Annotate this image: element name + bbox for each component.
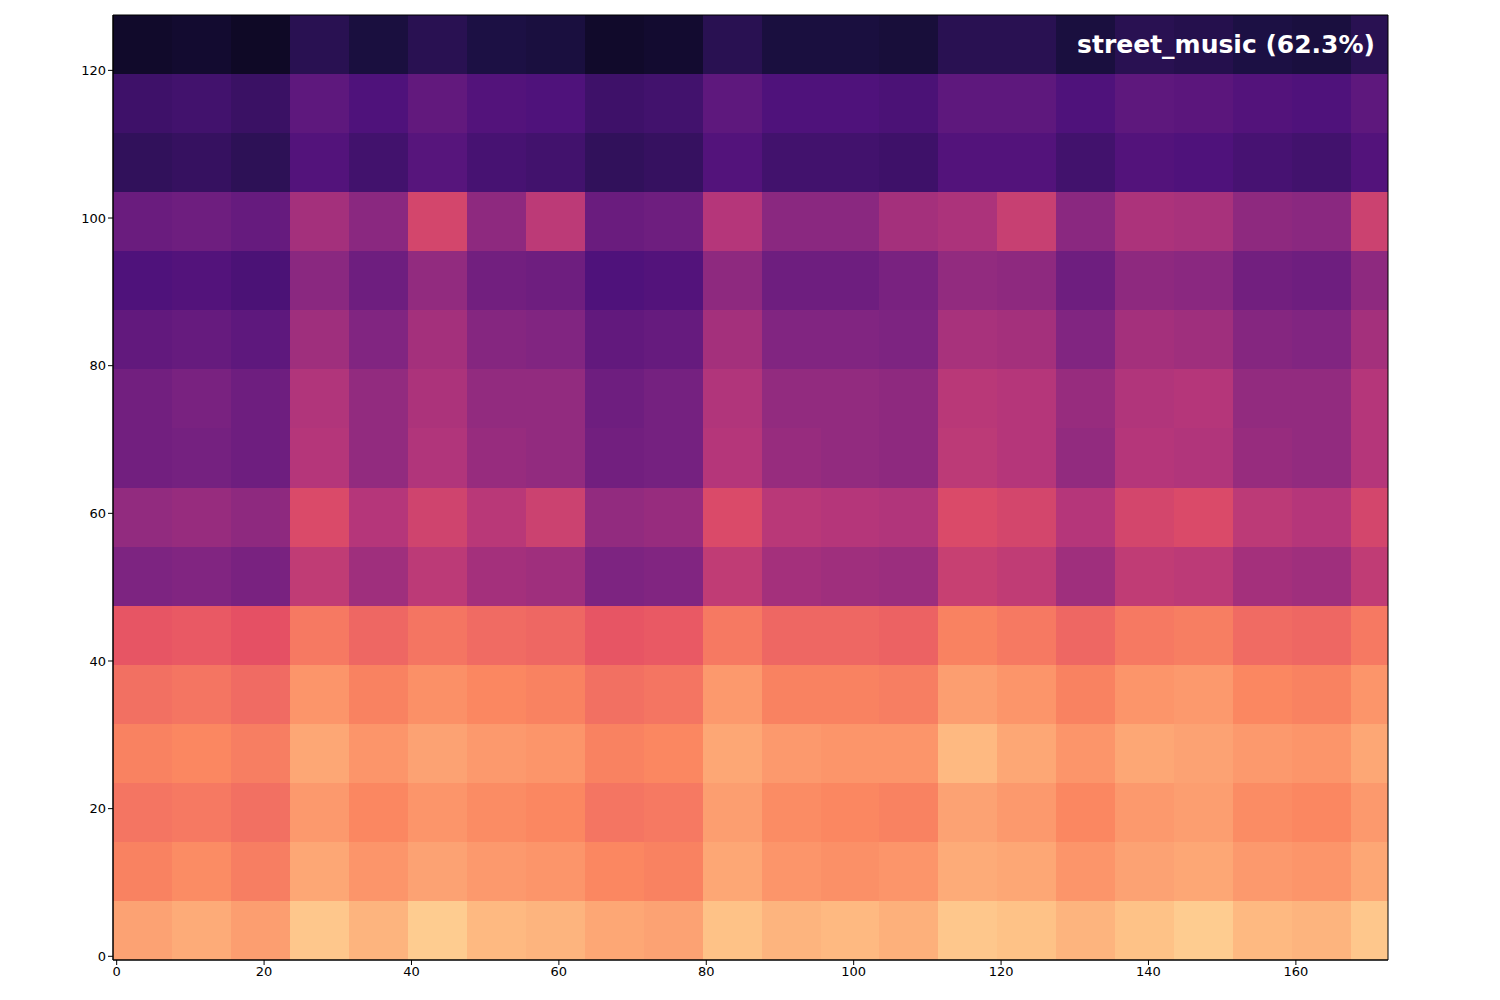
svg-text:0: 0 <box>98 949 106 964</box>
svg-text:20: 20 <box>256 964 273 979</box>
svg-text:80: 80 <box>698 964 715 979</box>
svg-text:120: 120 <box>81 63 106 78</box>
svg-text:60: 60 <box>89 506 106 521</box>
svg-text:40: 40 <box>89 654 106 669</box>
svg-text:60: 60 <box>551 964 568 979</box>
svg-text:120: 120 <box>989 964 1014 979</box>
svg-text:100: 100 <box>841 964 866 979</box>
svg-text:40: 40 <box>403 964 420 979</box>
svg-text:140: 140 <box>1136 964 1161 979</box>
svg-text:100: 100 <box>81 211 106 226</box>
svg-text:0: 0 <box>113 964 121 979</box>
svg-text:80: 80 <box>89 358 106 373</box>
svg-text:160: 160 <box>1283 964 1308 979</box>
svg-text:20: 20 <box>89 801 106 816</box>
html-text:street_music (62.3%): street_music (62.3%) <box>1077 30 1375 59</box>
